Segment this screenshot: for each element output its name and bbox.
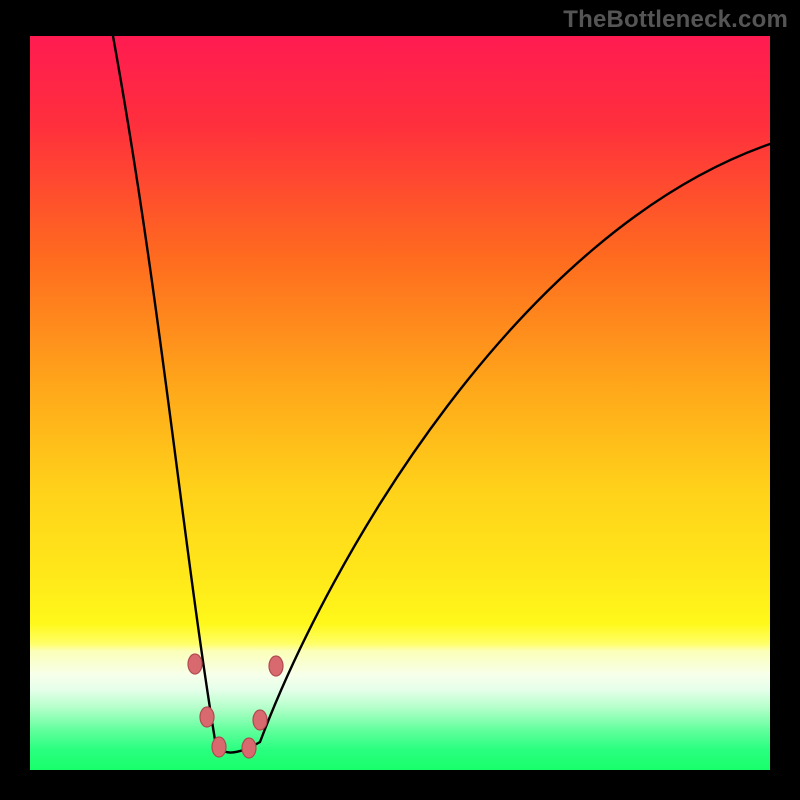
gradient-background bbox=[30, 36, 770, 770]
marker-point-1 bbox=[200, 707, 214, 727]
marker-point-2 bbox=[212, 737, 226, 757]
marker-point-0 bbox=[188, 654, 202, 674]
chart-frame: TheBottleneck.com bbox=[0, 0, 800, 800]
marker-point-3 bbox=[242, 738, 256, 758]
bottleneck-plot bbox=[30, 36, 770, 770]
marker-point-5 bbox=[269, 656, 283, 676]
marker-point-4 bbox=[253, 710, 267, 730]
watermark-text: TheBottleneck.com bbox=[563, 6, 788, 34]
